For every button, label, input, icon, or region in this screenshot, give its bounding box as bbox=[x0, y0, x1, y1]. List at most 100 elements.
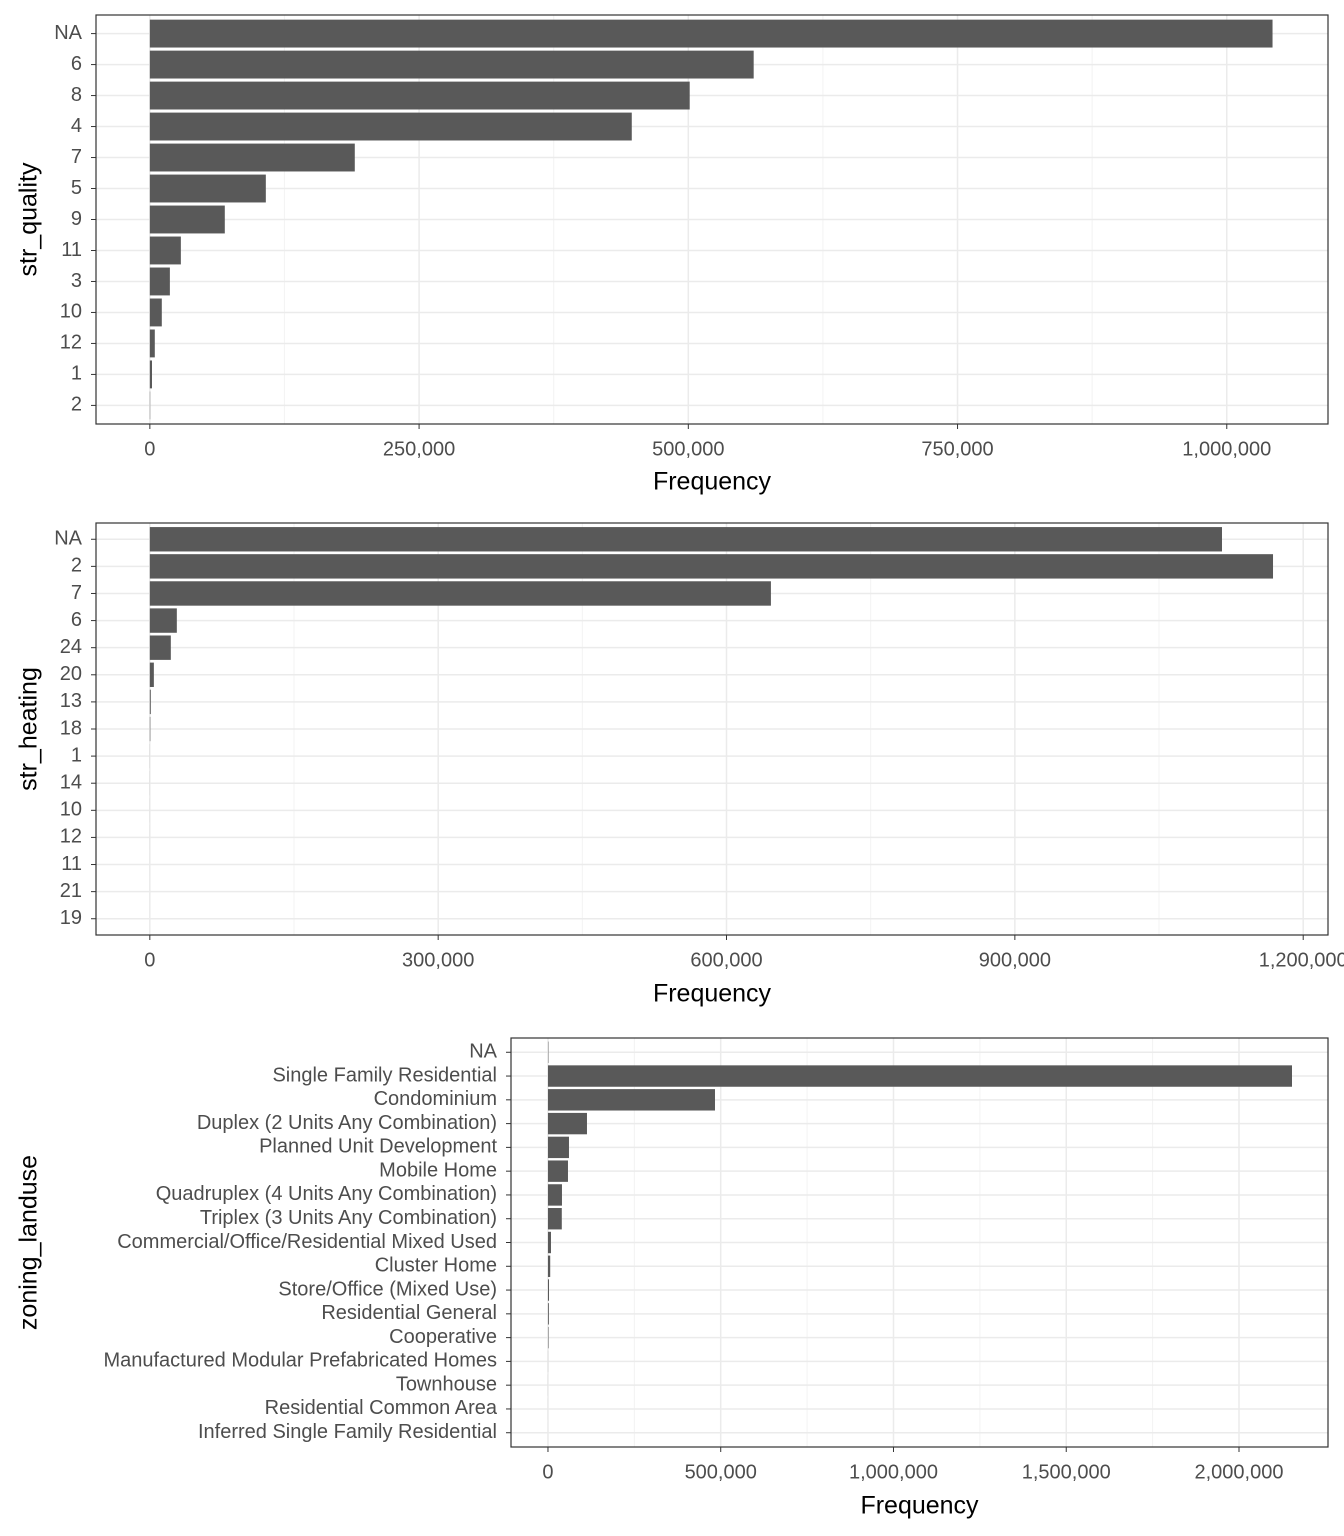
y-tick-label: Triplex (3 Units Any Combination) bbox=[200, 1207, 497, 1229]
bar bbox=[149, 143, 355, 172]
bar bbox=[547, 1065, 1292, 1087]
bar bbox=[149, 527, 1222, 552]
y-tick-label: Townhouse bbox=[396, 1373, 497, 1395]
bar bbox=[149, 329, 155, 358]
bar bbox=[149, 81, 690, 110]
y-tick-label: 9 bbox=[71, 208, 82, 230]
y-tick-label: Manufactured Modular Prefabricated Homes bbox=[103, 1350, 497, 1372]
y-tick-label: Commercial/Office/Residential Mixed Used bbox=[117, 1231, 497, 1253]
y-tick-label: 10 bbox=[60, 799, 82, 821]
bar bbox=[149, 112, 632, 141]
y-tick-label: Inferred Single Family Residential bbox=[198, 1421, 497, 1443]
x-tick-label: 500,000 bbox=[685, 1461, 757, 1483]
bar bbox=[149, 174, 266, 203]
y-tick-label: 13 bbox=[60, 690, 82, 712]
bar bbox=[547, 1326, 549, 1349]
y-tick-label: Residential Common Area bbox=[265, 1397, 498, 1419]
y-tick-label: Residential General bbox=[321, 1302, 497, 1324]
y-tick-label: 20 bbox=[60, 663, 82, 685]
bar bbox=[149, 608, 177, 633]
x-tick-label: 0 bbox=[542, 1461, 553, 1483]
panel-border bbox=[95, 522, 1329, 936]
x-tick-label: 300,000 bbox=[402, 949, 474, 971]
x-axis-title: Frequency bbox=[653, 468, 772, 496]
x-tick-label: 2,000,000 bbox=[1195, 1461, 1284, 1483]
bar bbox=[547, 1136, 569, 1159]
y-tick-label: Planned Unit Development bbox=[259, 1136, 497, 1158]
y-tick-label: Cluster Home bbox=[375, 1255, 497, 1277]
y-tick-label: 3 bbox=[71, 270, 82, 292]
x-tick-label: 1,200,000 bbox=[1259, 949, 1344, 971]
y-tick-label: 2 bbox=[71, 394, 82, 416]
y-tick-label: 12 bbox=[60, 332, 82, 354]
x-tick-label: 1,500,000 bbox=[1022, 1461, 1111, 1483]
bar bbox=[547, 1160, 568, 1182]
y-tick-label: Mobile Home bbox=[379, 1159, 497, 1181]
y-tick-label: Quadruplex (4 Units Any Combination) bbox=[156, 1183, 497, 1205]
y-tick-label: NA bbox=[54, 528, 82, 550]
bar bbox=[149, 360, 152, 389]
bar bbox=[547, 1112, 587, 1135]
bar bbox=[149, 236, 181, 265]
x-tick-label: 0 bbox=[144, 949, 155, 971]
x-tick-label: 750,000 bbox=[921, 438, 993, 460]
x-tick-label: 600,000 bbox=[690, 949, 762, 971]
bar bbox=[547, 1184, 562, 1206]
y-tick-label: NA bbox=[469, 1041, 497, 1063]
bar bbox=[547, 1089, 715, 1111]
bar bbox=[149, 19, 1273, 48]
bar bbox=[547, 1303, 549, 1325]
y-tick-label: 24 bbox=[60, 636, 82, 658]
y-tick-label: 4 bbox=[71, 115, 82, 137]
bar bbox=[547, 1208, 562, 1230]
y-tick-label: 7 bbox=[71, 582, 82, 604]
bar bbox=[547, 1255, 551, 1277]
y-tick-label: NA bbox=[54, 22, 82, 44]
y-tick-label: 11 bbox=[61, 853, 82, 875]
y-tick-label: 1 bbox=[71, 744, 82, 766]
y-axis-title: str_quality bbox=[15, 162, 43, 276]
bar bbox=[149, 554, 1274, 579]
y-tick-label: 5 bbox=[71, 177, 82, 199]
bar bbox=[149, 635, 171, 660]
bar bbox=[547, 1279, 550, 1301]
x-tick-label: 500,000 bbox=[652, 438, 724, 460]
x-tick-label: 1,000,000 bbox=[849, 1461, 938, 1483]
x-axis-title: Frequency bbox=[860, 1492, 979, 1520]
bar bbox=[149, 267, 170, 296]
x-tick-label: 250,000 bbox=[383, 438, 455, 460]
y-tick-label: 12 bbox=[60, 826, 82, 848]
y-tick-label: 2 bbox=[71, 555, 82, 577]
y-tick-label: 11 bbox=[61, 239, 82, 261]
y-tick-label: Cooperative bbox=[389, 1326, 497, 1348]
x-tick-label: 1,000,000 bbox=[1182, 438, 1271, 460]
y-tick-label: 18 bbox=[60, 717, 82, 739]
bar bbox=[149, 298, 162, 327]
bar bbox=[149, 689, 151, 715]
y-tick-label: 6 bbox=[71, 609, 82, 631]
y-tick-label: 10 bbox=[60, 301, 82, 323]
bar bbox=[547, 1231, 551, 1254]
x-axis-title: Frequency bbox=[653, 980, 772, 1008]
y-tick-label: Single Family Residential bbox=[272, 1064, 497, 1086]
y-tick-label: Store/Office (Mixed Use) bbox=[278, 1278, 497, 1300]
y-axis-title: zoning_landuse bbox=[15, 1155, 43, 1330]
panel-border bbox=[510, 1037, 1329, 1448]
y-tick-label: 14 bbox=[60, 771, 82, 793]
y-tick-label: 7 bbox=[71, 146, 82, 168]
bar bbox=[149, 50, 754, 79]
y-tick-label: 6 bbox=[71, 53, 82, 75]
bar bbox=[149, 662, 154, 687]
bar bbox=[149, 581, 771, 606]
x-tick-label: 0 bbox=[144, 438, 155, 460]
bar bbox=[149, 205, 225, 234]
y-tick-label: 8 bbox=[71, 84, 82, 106]
y-tick-label: 21 bbox=[60, 880, 82, 902]
y-tick-label: Condominium bbox=[374, 1088, 497, 1110]
y-tick-label: 1 bbox=[71, 363, 82, 385]
x-tick-label: 900,000 bbox=[979, 949, 1051, 971]
y-axis-title: str_heating bbox=[15, 667, 43, 791]
y-tick-label: Duplex (2 Units Any Combination) bbox=[197, 1112, 497, 1134]
